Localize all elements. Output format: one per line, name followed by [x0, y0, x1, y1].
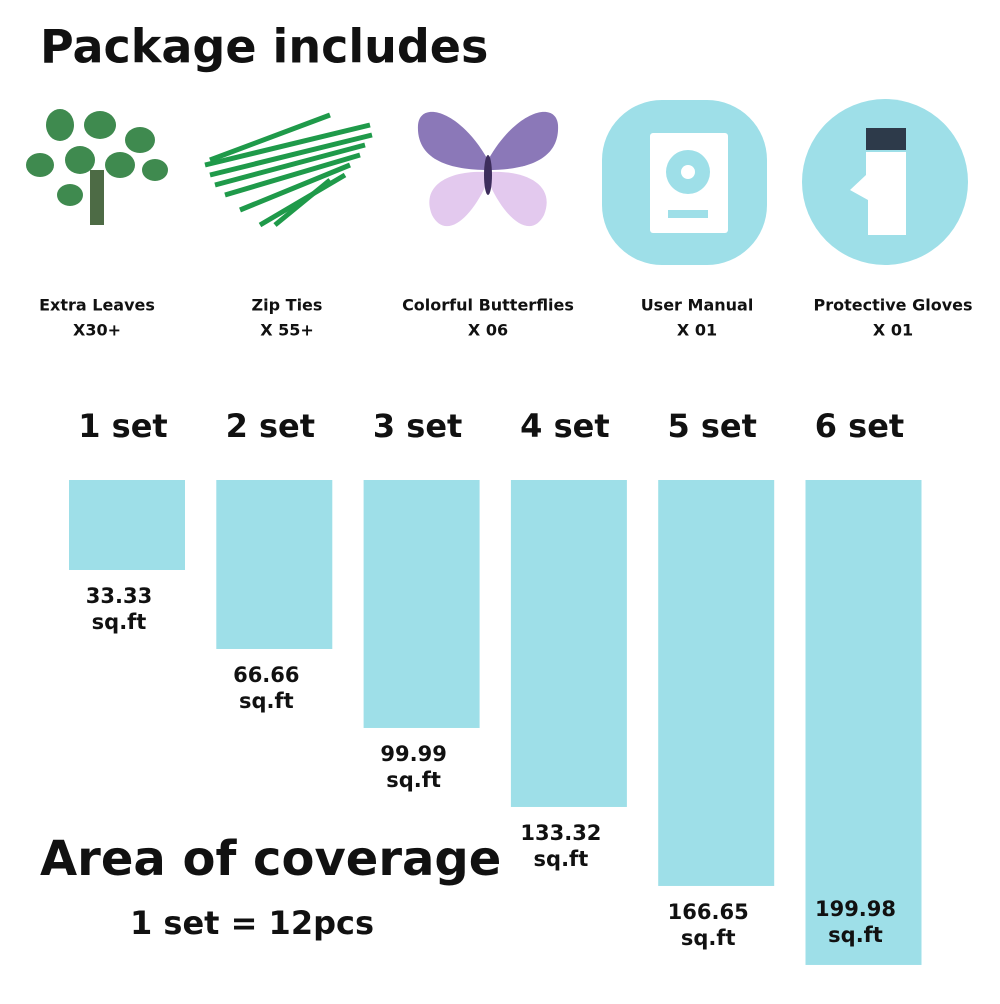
unit-label: sq.ft	[681, 926, 736, 950]
set-label: 2 set	[226, 407, 315, 445]
set-label: 3 set	[373, 407, 462, 445]
leaves-icon	[26, 109, 168, 225]
coverage-bar	[69, 480, 185, 570]
unit-label: sq.ft	[828, 923, 883, 947]
set-label: 1 set	[78, 407, 167, 445]
manual-icon	[602, 100, 767, 265]
butterfly-icon	[417, 111, 559, 227]
set-label: 6 set	[815, 407, 904, 445]
page-title: Package includes	[40, 20, 488, 74]
coverage-bar	[363, 480, 480, 728]
gloves-icon	[802, 99, 968, 265]
value-label: 199.98	[815, 897, 896, 921]
item-name: Extra Leaves	[39, 296, 155, 315]
item-qty: X 55+	[260, 321, 314, 340]
set-label: 4 set	[520, 407, 609, 445]
set-label: 5 set	[667, 407, 756, 445]
item-qty: X 06	[468, 321, 508, 340]
zip-ties-icon	[204, 112, 373, 228]
item-name: Zip Ties	[252, 296, 323, 315]
value-label: 33.33	[86, 584, 152, 608]
item-name: User Manual	[641, 296, 754, 315]
unit-label: sq.ft	[386, 768, 441, 792]
coverage-note: 1 set = 12pcs	[130, 904, 374, 942]
value-label: 166.65	[668, 900, 749, 924]
item-qty: X 01	[873, 321, 913, 340]
unit-label: sq.ft	[92, 610, 147, 634]
value-label: 133.32	[520, 821, 601, 845]
item-name: Protective Gloves	[814, 296, 973, 315]
coverage-title: Area of coverage	[40, 831, 501, 887]
value-label: 99.99	[380, 742, 446, 766]
value-label: 66.66	[233, 663, 299, 687]
item-qty: X30+	[73, 321, 121, 340]
unit-label: sq.ft	[239, 689, 294, 713]
unit-label: sq.ft	[534, 847, 589, 871]
coverage-bar	[216, 480, 333, 649]
item-name: Colorful Butterflies	[402, 296, 574, 315]
coverage-bar	[805, 480, 922, 965]
coverage-bar	[658, 480, 775, 886]
item-qty: X 01	[677, 321, 717, 340]
coverage-bar	[510, 480, 627, 807]
